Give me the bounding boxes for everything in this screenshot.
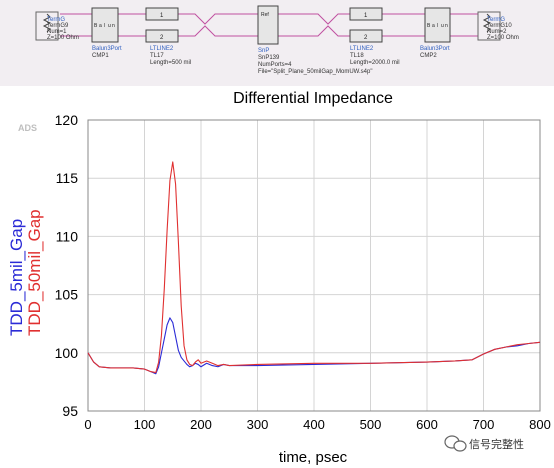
credit-text: 信号完整性 <box>469 437 524 451</box>
left-term-line-0: TermG <box>47 17 65 23</box>
left-termination[interactable]: TermG TermG9 Num=1 Z=100 Ohm <box>35 11 79 41</box>
x-axis-label: time, psec <box>279 449 348 466</box>
y-tick-label: 105 <box>55 287 79 303</box>
x-tick-label: 400 <box>303 417 325 432</box>
right-termination[interactable]: TermG TermG10 Num=2 Z=100 Ohm <box>477 11 519 41</box>
right-term-line-0: TermG <box>487 17 505 23</box>
left-term-line-2: Num=1 <box>47 29 67 35</box>
y-tick-label: 100 <box>55 345 79 361</box>
tline-right-pin-1: 1 <box>364 13 368 19</box>
balun-right-char-1: a <box>432 23 435 29</box>
y-tick-label: 95 <box>62 403 78 419</box>
tline-right-line-1: TL18 <box>350 53 364 59</box>
x-tick-label: 600 <box>416 417 438 432</box>
plot-frame <box>87 119 541 412</box>
tline-left-line-2: Length=500 mil <box>150 60 191 66</box>
balun-left-char-0: B <box>94 23 98 29</box>
left-term-line-1: TermG9 <box>47 23 69 29</box>
balun-left[interactable]: B a l u n Balun3Port CMP1 <box>91 7 122 59</box>
balun-left-char-2: l <box>104 23 105 29</box>
snp-line-3: File="Split_Plane_50milGap_MomUW.s4p" <box>258 69 372 75</box>
chart-title: Differential Impedance <box>233 90 393 107</box>
balun-right-char-4: n <box>445 23 448 29</box>
y-tick-label: 120 <box>55 112 79 128</box>
balun-right-char-3: u <box>441 23 444 29</box>
snp-line-2: NumPorts=4 <box>258 62 292 68</box>
snp-ref-label: Ref <box>261 12 269 18</box>
wechat-icon <box>444 435 467 452</box>
ads-watermark: ADS <box>18 123 37 133</box>
balun-right[interactable]: B a l u n Balun3Port CMP2 <box>420 7 451 59</box>
snp-line-0: SnP <box>258 48 269 54</box>
x-tick-label: 0 <box>84 417 91 432</box>
x-tick-label: 500 <box>360 417 382 432</box>
tline-left-line-1: TL17 <box>150 53 164 59</box>
series-lines <box>87 161 541 375</box>
balun-left-char-3: u <box>108 23 111 29</box>
y-tick-label: 110 <box>56 228 79 244</box>
balun-left-char-4: n <box>112 23 115 29</box>
legend-series-2: TDD_50mil_Gap <box>25 209 44 336</box>
balun-right-line-1: CMP2 <box>420 53 437 59</box>
tline-left-pin-1: 1 <box>160 13 164 19</box>
tline-left-pin-2: 2 <box>160 35 164 41</box>
x-axis: 0 100 200 300 400 500 600 700 800 <box>84 417 550 432</box>
balun-left-line-0: Balun3Port <box>92 46 122 52</box>
wires <box>60 13 478 37</box>
x-tick-label: 200 <box>190 417 212 432</box>
balun-right-line-0: Balun3Port <box>420 46 450 52</box>
tline-right-line-0: LTLINE2 <box>350 46 374 52</box>
x-tick-label: 700 <box>473 417 495 432</box>
schematic-panel: TermG TermG9 Num=1 Z=100 Ohm B a l u n B… <box>0 0 554 86</box>
left-term-line-3: Z=100 Ohm <box>47 35 79 41</box>
right-term-line-1: TermG10 <box>487 23 512 29</box>
tline-right-line-2: Length=2000.0 mil <box>350 60 400 66</box>
x-tick-label: 800 <box>529 417 551 432</box>
x-tick-label: 300 <box>247 417 269 432</box>
balun-right-char-2: l <box>437 23 438 29</box>
y-tick-label: 115 <box>56 170 79 186</box>
series-line-2 <box>87 161 541 374</box>
grid <box>87 119 541 412</box>
chart-panel: Differential Impedance ADS 0 100 200 300 400… <box>7 90 551 466</box>
legend-series-1: TDD_5mil_Gap <box>7 219 26 336</box>
tline-right[interactable]: 1 2 LTLINE2 TL18 Length=2000.0 mil <box>349 7 400 66</box>
right-term-line-3: Z=100 Ohm <box>487 35 519 41</box>
right-term-line-2: Num=2 <box>487 29 507 35</box>
snp-block[interactable]: Ref SnP SnP139 NumPorts=4 File="Split_Pl… <box>257 5 372 75</box>
balun-left-line-1: CMP1 <box>92 53 109 59</box>
tline-left[interactable]: 1 2 LTLINE2 TL17 Length=500 mil <box>145 7 191 66</box>
balun-left-char-1: a <box>99 23 102 29</box>
snp-line-1: SnP139 <box>258 55 280 61</box>
x-tick-label: 100 <box>134 417 156 432</box>
balun-right-char-0: B <box>427 23 431 29</box>
tline-left-line-0: LTLINE2 <box>150 46 174 52</box>
y-axis: 95 100 105 110 115 120 <box>55 112 79 419</box>
tline-right-pin-2: 2 <box>364 35 368 41</box>
